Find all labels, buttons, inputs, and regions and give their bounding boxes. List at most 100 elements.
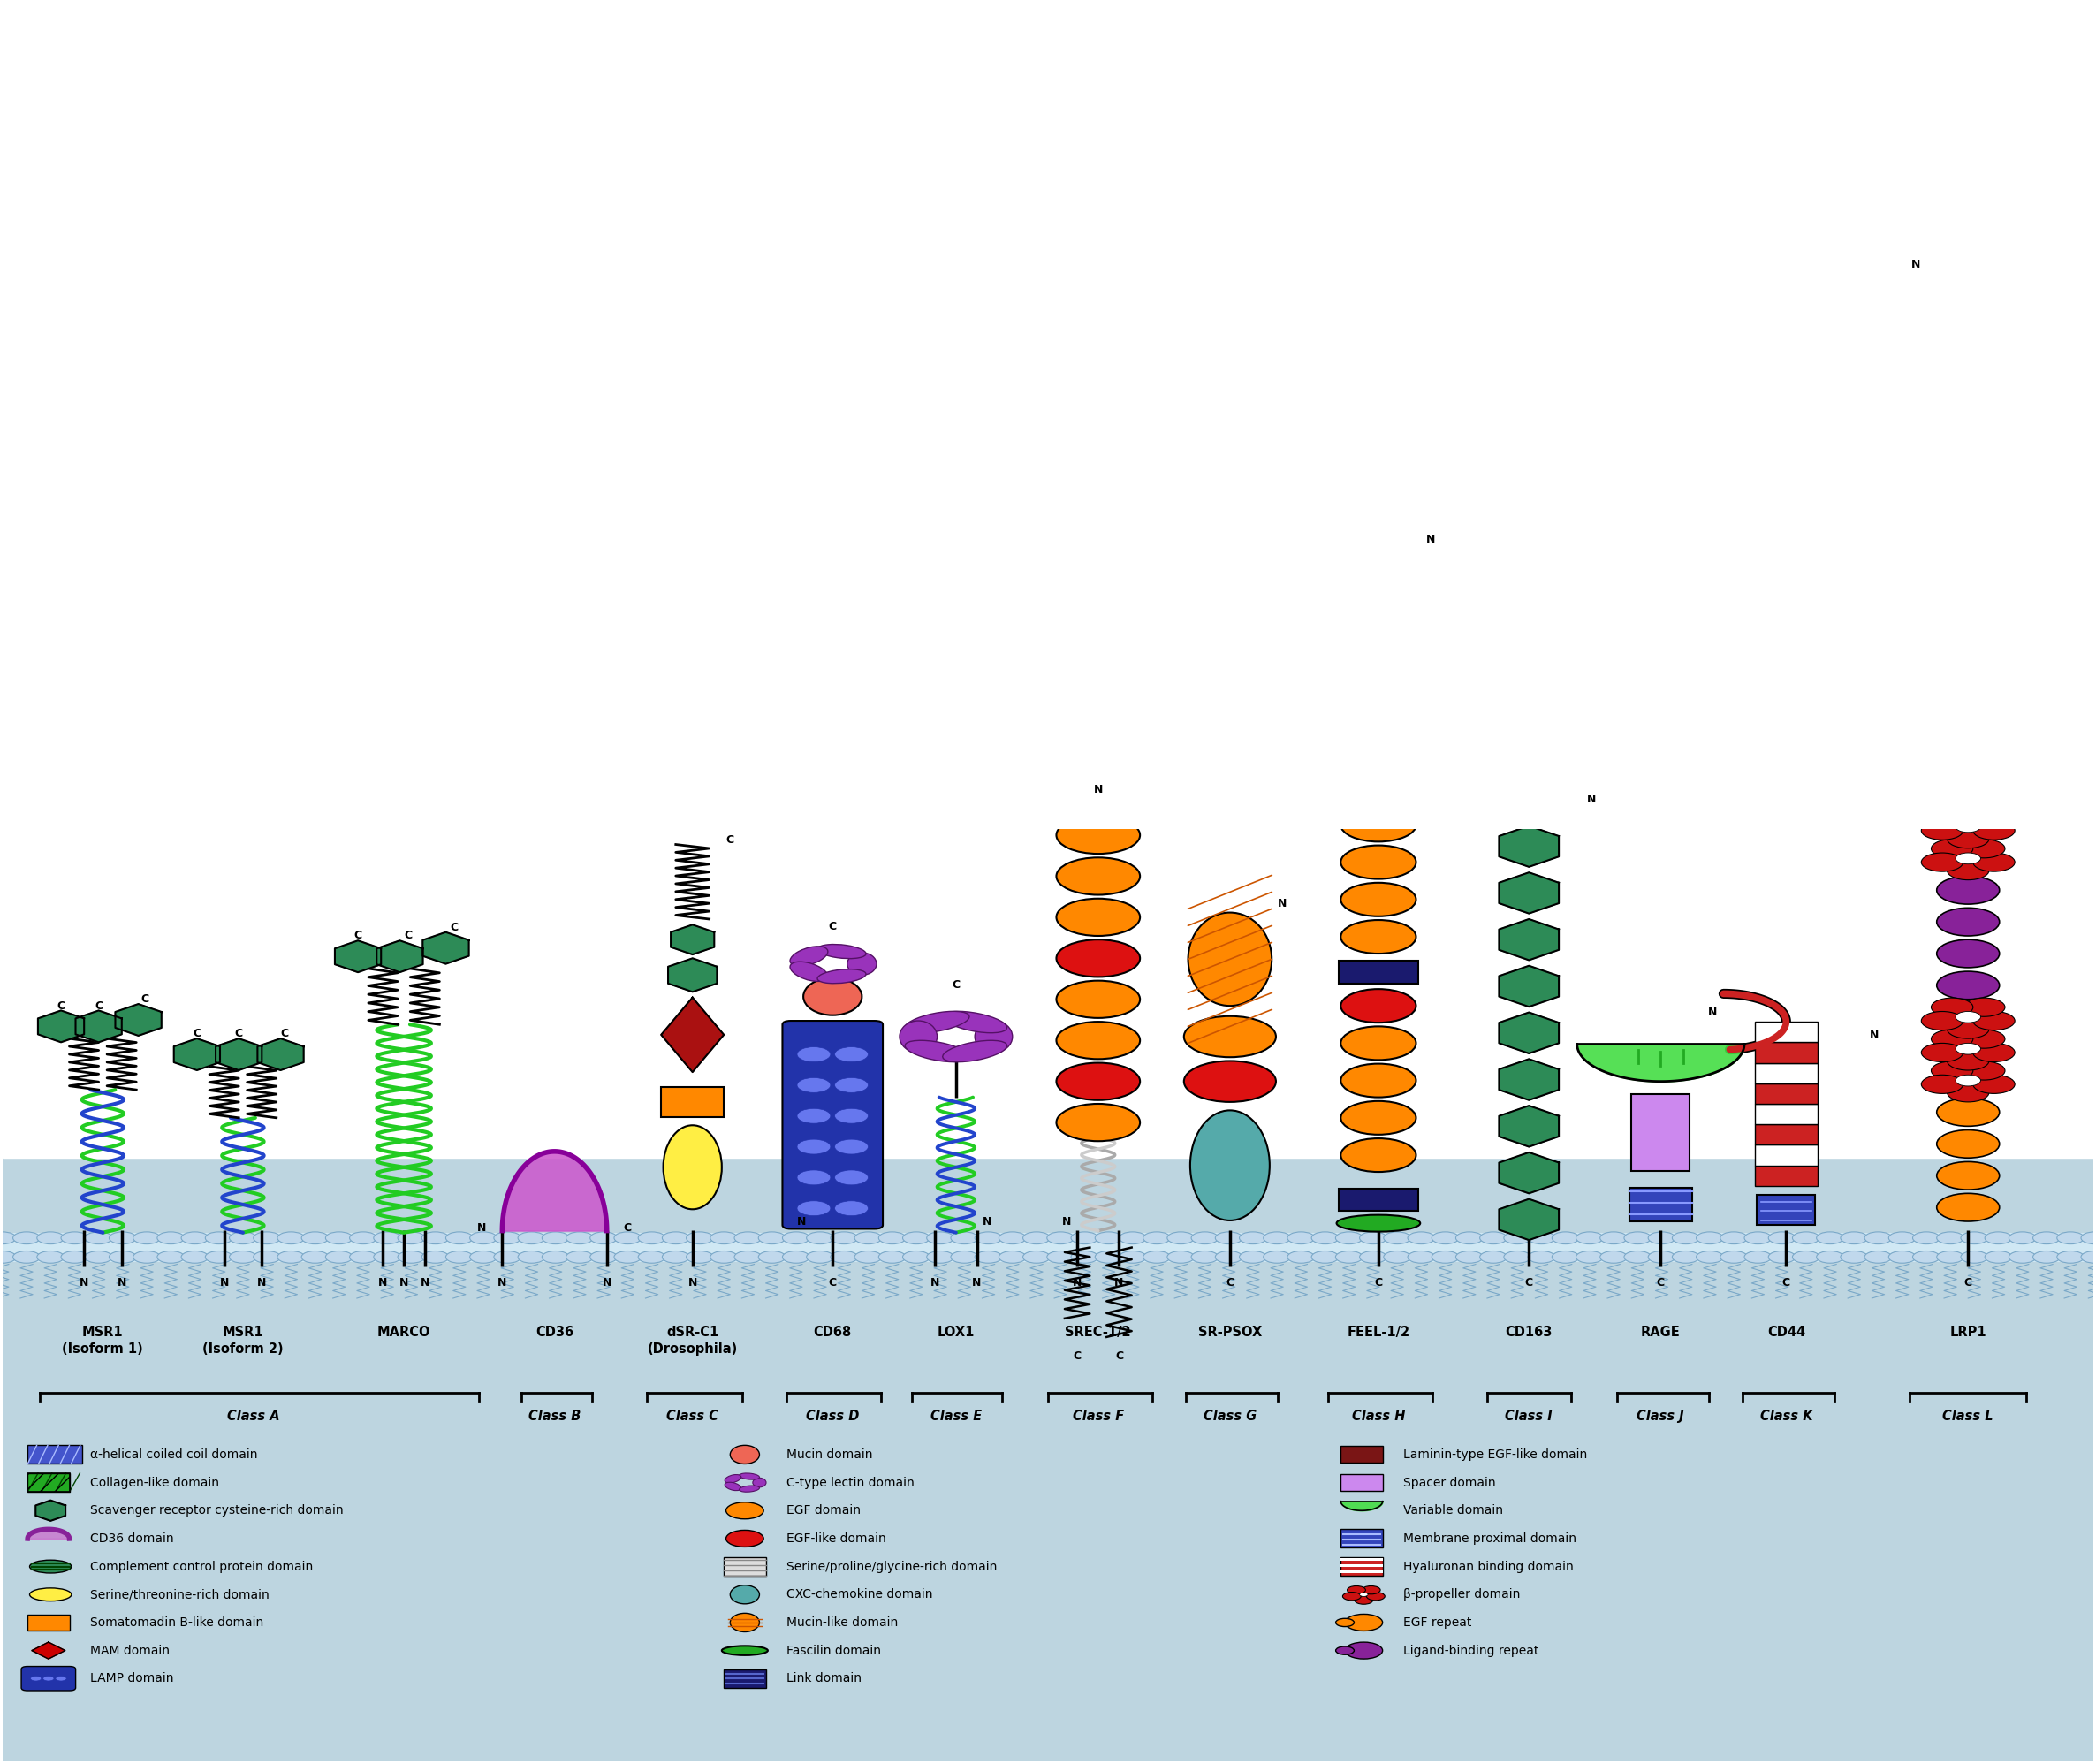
Text: CD44: CD44 xyxy=(1767,1327,1805,1339)
FancyBboxPatch shape xyxy=(27,1445,82,1464)
Circle shape xyxy=(1937,940,2000,968)
Circle shape xyxy=(1673,1251,1700,1263)
Circle shape xyxy=(591,1231,616,1244)
Ellipse shape xyxy=(790,946,828,967)
Ellipse shape xyxy=(975,1021,1012,1053)
Bar xyxy=(2,1157,2094,1762)
Ellipse shape xyxy=(899,1021,937,1053)
Circle shape xyxy=(1576,1231,1603,1244)
Bar xyxy=(1629,1187,1691,1221)
Circle shape xyxy=(1964,395,2006,415)
Circle shape xyxy=(1972,1011,2014,1030)
Text: Class A: Class A xyxy=(226,1409,279,1424)
Polygon shape xyxy=(38,1011,84,1043)
Circle shape xyxy=(1023,1251,1050,1263)
Circle shape xyxy=(543,1251,570,1263)
Circle shape xyxy=(1956,1043,1981,1055)
Ellipse shape xyxy=(725,1482,742,1491)
Circle shape xyxy=(350,1231,377,1244)
Circle shape xyxy=(834,1140,868,1154)
Circle shape xyxy=(1964,808,2006,826)
Text: N: N xyxy=(1279,898,1287,908)
Circle shape xyxy=(834,1170,868,1185)
Text: N: N xyxy=(1115,1277,1123,1289)
Text: Class G: Class G xyxy=(1203,1409,1256,1424)
Circle shape xyxy=(1985,1251,2012,1263)
Circle shape xyxy=(1056,817,1140,854)
Circle shape xyxy=(1341,882,1417,916)
Circle shape xyxy=(1335,1646,1354,1655)
Circle shape xyxy=(796,1140,830,1154)
Circle shape xyxy=(1972,822,2014,840)
Circle shape xyxy=(1184,1016,1276,1057)
Circle shape xyxy=(302,1231,329,1244)
Circle shape xyxy=(398,1231,425,1244)
FancyBboxPatch shape xyxy=(1341,1529,1383,1547)
Ellipse shape xyxy=(729,1614,759,1632)
Circle shape xyxy=(1341,771,1417,804)
Ellipse shape xyxy=(905,1011,968,1034)
Circle shape xyxy=(1956,852,1981,864)
Bar xyxy=(660,1087,723,1117)
Text: Spacer domain: Spacer domain xyxy=(1404,1476,1497,1489)
Text: β-propeller domain: β-propeller domain xyxy=(1404,1588,1520,1600)
Circle shape xyxy=(2033,1251,2060,1263)
Circle shape xyxy=(1216,1231,1243,1244)
Text: SR-PSOX: SR-PSOX xyxy=(1199,1327,1262,1339)
Circle shape xyxy=(566,1251,593,1263)
Text: Complement control protein domain: Complement control protein domain xyxy=(90,1561,312,1573)
Circle shape xyxy=(1960,1231,1987,1244)
Circle shape xyxy=(1937,1162,2000,1189)
Circle shape xyxy=(1930,1030,1972,1048)
Circle shape xyxy=(1922,1011,1964,1030)
Circle shape xyxy=(228,1231,256,1244)
Circle shape xyxy=(1071,1231,1098,1244)
Circle shape xyxy=(86,1251,113,1263)
Circle shape xyxy=(1341,552,1417,586)
Text: Class F: Class F xyxy=(1073,1409,1123,1424)
Circle shape xyxy=(1383,1231,1411,1244)
Text: N: N xyxy=(1063,1217,1071,1228)
Polygon shape xyxy=(377,940,423,972)
Circle shape xyxy=(614,1251,641,1263)
Circle shape xyxy=(2008,1231,2035,1244)
Circle shape xyxy=(302,1251,329,1263)
Circle shape xyxy=(1721,1231,1748,1244)
Circle shape xyxy=(109,1231,136,1244)
Circle shape xyxy=(1947,607,1989,626)
Circle shape xyxy=(1023,1231,1050,1244)
Text: C: C xyxy=(725,834,734,845)
Circle shape xyxy=(228,1251,256,1263)
Circle shape xyxy=(1367,1593,1385,1600)
Circle shape xyxy=(834,1046,868,1062)
Circle shape xyxy=(1792,1251,1819,1263)
Circle shape xyxy=(2081,1231,2096,1244)
Text: Laminin-type EGF-like domain: Laminin-type EGF-like domain xyxy=(1404,1448,1587,1461)
Circle shape xyxy=(1947,386,1989,404)
Circle shape xyxy=(2033,1231,2060,1244)
Circle shape xyxy=(1287,1231,1314,1244)
Polygon shape xyxy=(423,931,470,963)
Circle shape xyxy=(254,1251,281,1263)
Bar xyxy=(1754,1043,1817,1062)
Text: CD36 domain: CD36 domain xyxy=(90,1533,174,1545)
Circle shape xyxy=(1947,1051,1989,1071)
Circle shape xyxy=(180,1231,208,1244)
Text: LOX1: LOX1 xyxy=(937,1327,975,1339)
Circle shape xyxy=(1503,1251,1530,1263)
Text: LRP1: LRP1 xyxy=(1949,1327,1987,1339)
Text: Class E: Class E xyxy=(931,1409,981,1424)
Text: C: C xyxy=(405,930,413,942)
Circle shape xyxy=(1191,1231,1218,1244)
Circle shape xyxy=(1964,1030,2006,1048)
Circle shape xyxy=(1956,600,1981,610)
Circle shape xyxy=(1528,1251,1555,1263)
Circle shape xyxy=(1937,464,2000,492)
Circle shape xyxy=(734,1251,761,1263)
Circle shape xyxy=(1457,1251,1484,1263)
Circle shape xyxy=(1056,1062,1140,1101)
Circle shape xyxy=(1964,617,2006,637)
Circle shape xyxy=(1056,857,1140,894)
Circle shape xyxy=(1922,377,1964,395)
Text: Fascilin domain: Fascilin domain xyxy=(786,1644,880,1656)
